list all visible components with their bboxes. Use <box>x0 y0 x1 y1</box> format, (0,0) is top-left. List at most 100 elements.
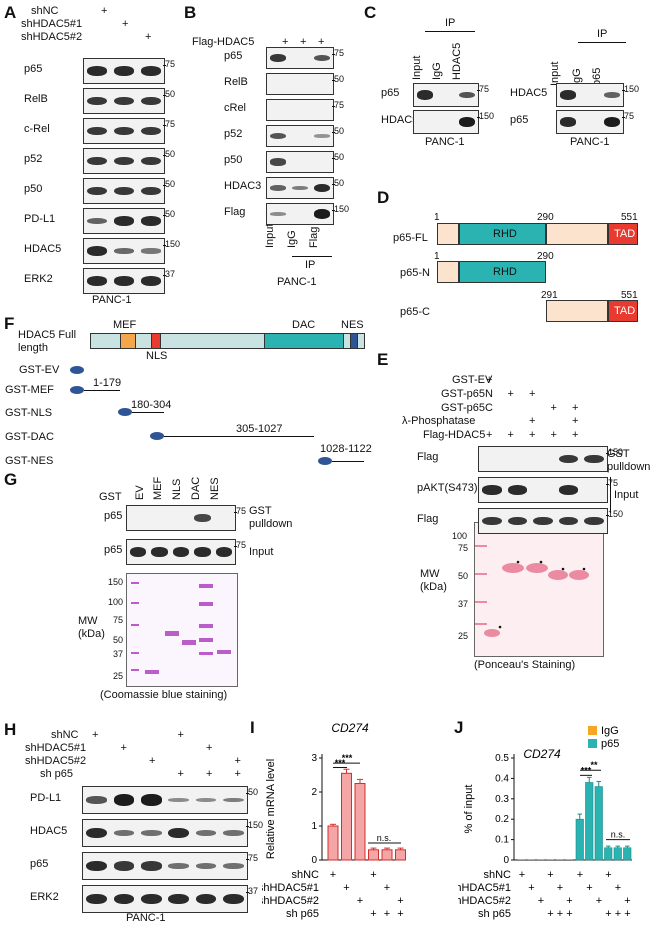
g-caption: (Coomassie blue staining) <box>100 689 228 701</box>
a-blot <box>83 238 165 264</box>
j-plus: + <box>528 882 534 894</box>
e-mw-marker: 150 <box>608 509 624 519</box>
panel-label-h: H <box>4 720 17 739</box>
d-c-tad <box>608 300 638 322</box>
h-blot-label: p65 <box>30 858 49 870</box>
f-gst-dac-range: 305-1027 <box>236 423 283 435</box>
a-blot-label: RelB <box>24 93 48 105</box>
i-y-tick-label: 0 <box>311 855 317 866</box>
a-blot-label: c-Rel <box>24 123 50 135</box>
panel-label-g: G <box>4 470 18 489</box>
b-blot-label: cRel <box>224 102 247 114</box>
c-left-mw-marker: 150 <box>479 111 495 121</box>
a-mw-marker: 50 <box>165 89 176 99</box>
a-plus: + <box>145 31 152 43</box>
c-right-band <box>559 117 577 127</box>
panel-label-e: E <box>377 350 389 369</box>
e-gel-mw-25: 25 <box>458 631 469 641</box>
d-fl-start: 1 <box>434 212 440 223</box>
g-blot <box>126 539 236 565</box>
j-bar-p65 <box>594 786 603 861</box>
c-left-mw-marker: 75 <box>479 84 490 94</box>
h-mw-marker: 75 <box>248 853 259 863</box>
a-band <box>87 66 108 76</box>
c-left-mw-tick <box>477 90 480 91</box>
e-plus: + <box>550 402 557 414</box>
i-bar <box>381 849 393 861</box>
j-bar-p65 <box>585 782 594 861</box>
h-band <box>86 827 108 839</box>
a-condition-shnc: shNC <box>31 5 59 17</box>
d-fl-rhd <box>459 223 546 245</box>
h-mw-tick <box>246 826 249 827</box>
j-plus: + <box>566 908 572 920</box>
d-c-label: p65-C <box>400 306 430 318</box>
b-blot <box>266 47 334 69</box>
i-plus: + <box>397 908 403 920</box>
a-blot <box>83 88 165 114</box>
h-blot <box>82 852 248 880</box>
j-bar-igg <box>565 858 573 860</box>
panel-label-f: F <box>4 314 15 333</box>
e-plus: + <box>486 374 493 386</box>
c-left-blot-label: HDAC5 <box>381 114 419 126</box>
e-band <box>482 485 502 495</box>
f-gst-nls: GST-NLS <box>5 407 53 419</box>
e-blot-label: Flag <box>417 513 439 525</box>
e-mw-marker: 75 <box>608 478 619 488</box>
a-blot-label: p52 <box>24 153 43 165</box>
d-c-tad-label: TAD <box>614 305 636 317</box>
f-domain-dac: DAC <box>292 319 316 331</box>
a-mw-marker: 150 <box>165 239 181 249</box>
h-mw-tick <box>246 859 249 860</box>
panel-label-b: B <box>184 3 197 22</box>
a-band <box>87 156 108 166</box>
h-band <box>140 861 162 871</box>
g-blot <box>126 505 236 531</box>
j-bar-igg <box>527 858 535 860</box>
e-band <box>533 516 553 526</box>
j-bar-chart: CD274% of input00.10.20.30.40.5IgGp65***… <box>458 725 632 920</box>
b-band <box>269 158 287 166</box>
a-band <box>113 186 135 196</box>
c-left-cell-line: PANC-1 <box>425 136 465 148</box>
h-blot <box>82 819 248 847</box>
c-right-band <box>603 117 621 127</box>
h-band <box>168 893 190 905</box>
e-caption: (Ponceau's Staining) <box>474 659 576 671</box>
g-mw-tick <box>234 512 237 513</box>
a-mw-tick <box>163 215 166 216</box>
j-chart-title: CD274 <box>523 747 561 761</box>
a-cell-line: PANC-1 <box>92 294 132 306</box>
c-right-ip-line <box>578 42 626 43</box>
f-gst-mef-tag <box>70 386 84 394</box>
a-band <box>87 276 108 286</box>
d-fl-rhd-label: RHD <box>493 228 517 240</box>
g-band <box>151 547 168 557</box>
b-mw-tick <box>332 132 335 133</box>
d-n-start: 1 <box>434 251 440 262</box>
b-lane-input: Input <box>264 223 276 248</box>
b-lane-igg: IgG <box>286 230 298 248</box>
f-gst-ev-tag <box>70 366 84 374</box>
f-dac-box <box>264 333 344 349</box>
b-blot <box>266 125 334 147</box>
i-plus: + <box>343 882 349 894</box>
e-blot <box>478 446 608 472</box>
c-left-ip: IP <box>445 17 456 29</box>
j-bar-igg <box>537 858 545 860</box>
h-band <box>168 827 190 839</box>
e-blot <box>478 477 608 503</box>
e-cond-gst-p65n: GST-p65N <box>441 388 493 400</box>
e-band <box>558 485 579 495</box>
a-mw-marker: 75 <box>165 119 176 129</box>
d-n-label: p65-N <box>400 267 430 279</box>
g-lane-mef: MEF <box>152 476 164 500</box>
i-plus: + <box>397 895 403 907</box>
a-mw-tick <box>163 245 166 246</box>
f-gst-nls-line <box>132 412 164 413</box>
j-ns-label: n.s. <box>611 830 626 840</box>
j-plus: + <box>547 869 553 881</box>
h-band <box>195 798 217 802</box>
panel-label-c: C <box>364 3 377 22</box>
